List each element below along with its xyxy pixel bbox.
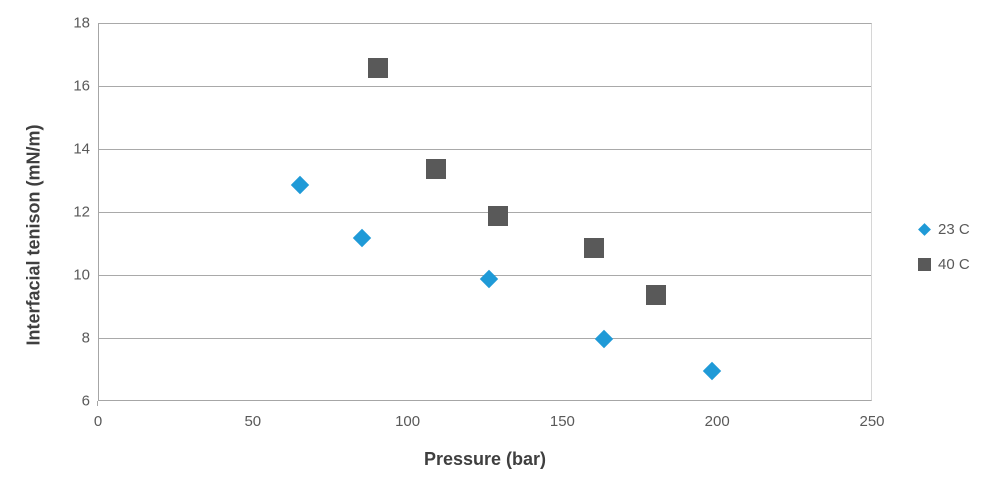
gridline <box>99 149 871 150</box>
data-point-40-c <box>426 158 447 179</box>
y-tick-label: 18 <box>73 14 90 32</box>
x-tick-label: 200 <box>704 413 730 430</box>
gridline <box>99 86 871 87</box>
legend-label: 23 C <box>938 220 970 238</box>
x-tick-label: 250 <box>859 413 885 430</box>
data-point-23-c <box>594 329 613 349</box>
x-tick-label: 50 <box>244 413 262 430</box>
data-point-40-c <box>646 284 667 305</box>
data-point-23-c <box>479 269 499 289</box>
gridline <box>99 338 871 339</box>
x-tick-label: 100 <box>395 413 421 430</box>
legend-square-icon <box>918 257 931 271</box>
x-axis-tick-labels: 0 50 100 150 200 250 <box>94 413 885 433</box>
data-point-40-c <box>367 58 388 79</box>
plot-area <box>98 23 872 401</box>
data-point-40-c <box>584 237 605 258</box>
x-axis-origin-tick <box>97 401 98 406</box>
legend: 23 C 40 C <box>918 217 970 287</box>
gridline <box>99 212 871 213</box>
data-point-23-c <box>702 361 722 380</box>
x-axis-title: Pressure (bar) <box>423 449 547 469</box>
legend-label: 40 C <box>938 255 970 273</box>
legend-diamond-icon <box>918 222 931 236</box>
data-point-23-c <box>352 228 372 248</box>
y-tick-label: 16 <box>73 77 90 95</box>
y-tick-label: 12 <box>73 203 90 221</box>
data-point-40-c <box>488 206 509 227</box>
legend-item: 23 C <box>918 217 970 241</box>
y-tick-label: 14 <box>73 140 90 158</box>
y-tick-label: 10 <box>73 266 90 284</box>
y-tick-label: 8 <box>81 329 90 347</box>
y-axis-tick-labels: 6 8 10 12 14 16 18 <box>0 15 90 410</box>
x-tick-label: 0 <box>93 413 103 430</box>
x-tick-label: 150 <box>549 413 575 430</box>
y-tick-label: 6 <box>81 392 90 410</box>
legend-item: 40 C <box>918 252 970 276</box>
data-point-23-c <box>291 175 310 194</box>
